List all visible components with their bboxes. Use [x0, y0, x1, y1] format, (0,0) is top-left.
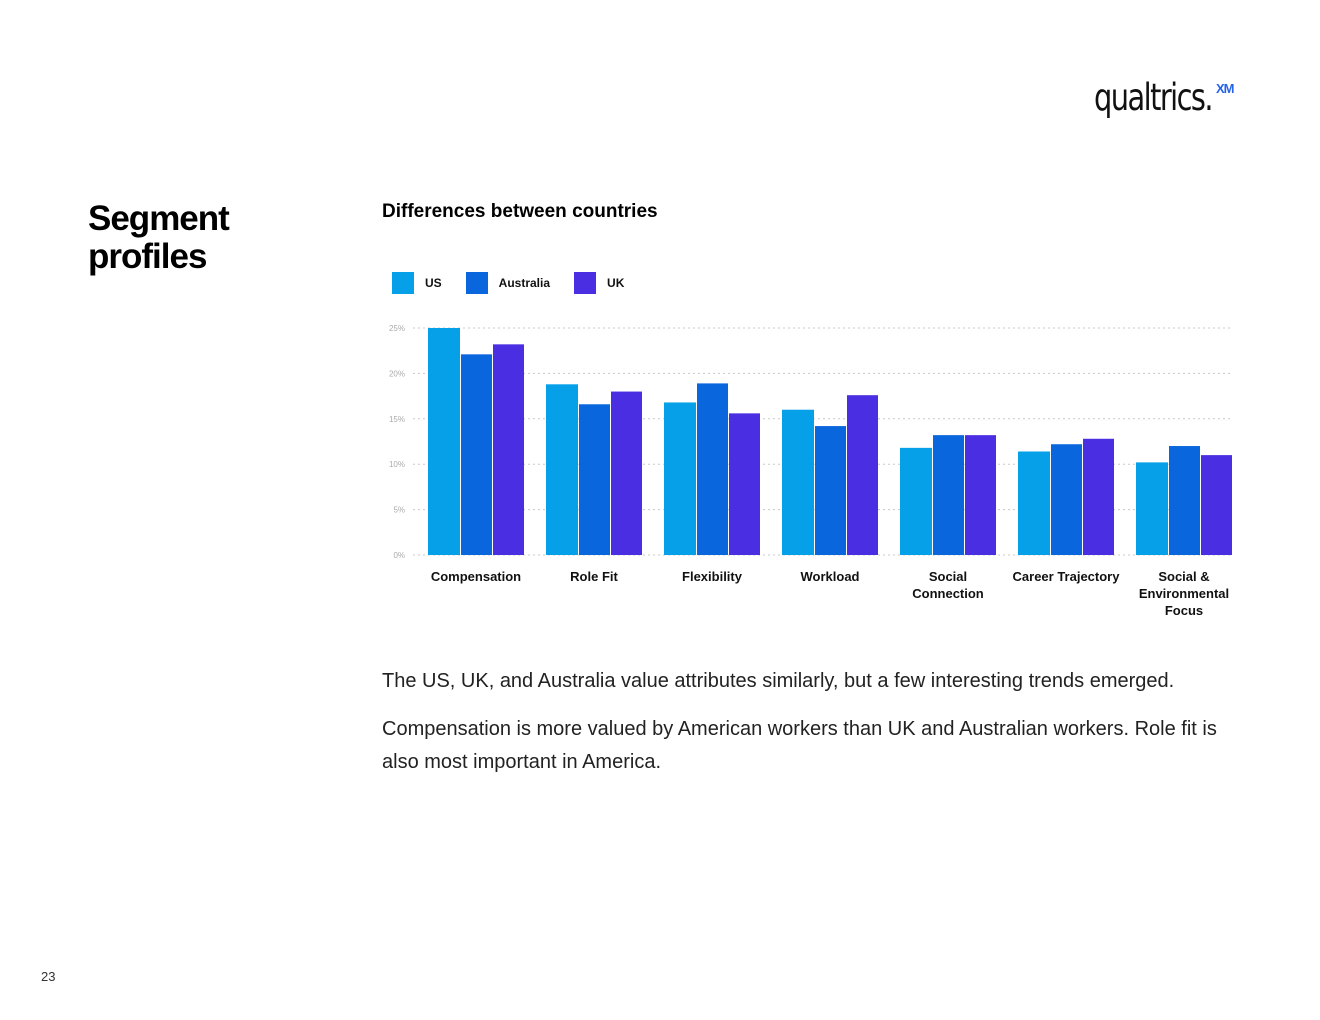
legend-item-australia: Australia: [465, 272, 551, 294]
x-tick-label: Flexibility: [682, 569, 742, 584]
bar-australia-1: [579, 404, 610, 555]
summary-paragraph-1: The US, UK, and Australia value attribut…: [382, 670, 1175, 692]
bar-australia-2: [697, 383, 728, 555]
legend-label-uk: UK: [607, 276, 625, 290]
bar-australia-4: [933, 435, 964, 555]
legend-item-uk: UK: [574, 272, 624, 294]
bar-uk-5: [1083, 438, 1114, 555]
bar-uk-1: [611, 391, 642, 555]
legend-swatch-uk: [574, 272, 597, 294]
x-tick-label: Social & Environmental Focus: [1138, 569, 1230, 618]
y-tick-label: 25%: [389, 324, 405, 333]
bar-us-2: [664, 402, 696, 555]
bar-chart: 0% 5% 10% 15% 20% 25%: [389, 324, 1232, 560]
bar-uk-0: [493, 344, 524, 555]
qualtrics-logo: qualtrics. XM: [1094, 76, 1246, 124]
y-tick-label: 20%: [389, 369, 405, 378]
y-tick-label: 5%: [393, 506, 405, 515]
bar-uk-4: [965, 435, 996, 555]
bars: [428, 328, 1232, 555]
legend-item-us: US: [392, 272, 442, 294]
page-number: 23: [41, 969, 56, 984]
x-tick-label: Compensation: [430, 569, 522, 584]
bar-us-4: [900, 447, 932, 555]
section-title: Segment profiles: [88, 199, 230, 276]
y-axis-ticks: 0% 5% 10% 15% 20% 25%: [389, 324, 405, 560]
bar-us-0: [428, 328, 460, 555]
legend-label-us: US: [425, 276, 442, 290]
bar-australia-5: [1051, 444, 1082, 555]
legend-label-australia: Australia: [498, 276, 551, 290]
bar-australia-3: [815, 426, 846, 555]
x-tick-label: Workload: [800, 569, 860, 584]
chart-legend: US Australia UK: [392, 271, 648, 295]
y-tick-label: 15%: [389, 415, 405, 424]
bar-uk-3: [847, 395, 878, 555]
x-tick-label: Social Connection: [912, 569, 984, 601]
legend-swatch-us: [392, 272, 414, 294]
x-tick-label: Role Fit: [570, 569, 618, 584]
bar-australia-6: [1169, 446, 1200, 555]
legend-swatch-australia: [465, 272, 488, 294]
y-tick-label: 10%: [389, 460, 405, 469]
logo-xm-mark: XM: [1216, 81, 1234, 96]
bar-uk-2: [729, 413, 760, 555]
bar-us-6: [1136, 462, 1168, 555]
y-tick-label: 0%: [393, 551, 405, 560]
bar-us-3: [782, 409, 814, 555]
summary-paragraph-2: Compensation is more valued by American …: [382, 718, 1217, 773]
chart-title: Differences between countries: [382, 201, 658, 222]
bar-uk-6: [1201, 455, 1232, 555]
bar-australia-0: [461, 354, 492, 555]
logo-wordmark: qualtrics.: [1094, 76, 1214, 119]
bar-us-1: [546, 384, 578, 555]
x-tick-label: Career Trajectory: [1012, 569, 1120, 584]
bar-us-5: [1018, 451, 1050, 555]
